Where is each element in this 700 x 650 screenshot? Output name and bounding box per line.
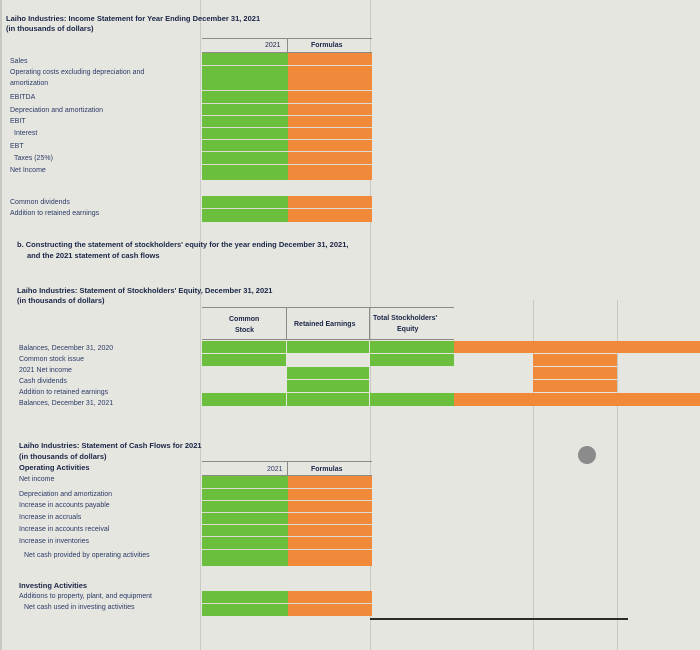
income-row-sales: Sales (10, 58, 28, 65)
income-row-opcosts: Operating costs excluding depreciation a… (10, 69, 145, 76)
equity-col-total: Total Stockholders' (373, 315, 438, 322)
income-formula-column[interactable] (288, 53, 372, 180)
equity-retained-balance-2021[interactable] (287, 393, 369, 406)
cf-row-accounts-receivable: Increase in accounts receival (19, 526, 110, 533)
income-col-2021: 2021 (265, 42, 281, 49)
equity-row-2021-extension[interactable] (454, 393, 700, 406)
income-row-ebitda: EBITDA (10, 94, 36, 101)
cf-row-additions-ppe: Additions to property, plant, and equipm… (19, 593, 152, 600)
equity-row-cash-dividends: Cash dividends (19, 378, 67, 385)
income-row-taxes: Taxes (25%) (14, 155, 53, 162)
equity-common-balance-2020[interactable] (202, 341, 286, 353)
equity-row-balances-2021: Balances, December 31, 2021 (19, 400, 114, 407)
equity-col-equity: Equity (397, 326, 419, 333)
cashflow-title: Laiho Industries: Statement of Cash Flow… (19, 441, 202, 450)
circle-icon[interactable] (578, 446, 596, 464)
income-row-interest: Interest (14, 130, 38, 137)
section-b-line1: b. Constructing the statement of stockho… (17, 240, 349, 249)
equity-col-common: Common (229, 316, 260, 323)
cashflow-operating-input-column[interactable] (202, 476, 288, 566)
income-row-common-dividends: Common dividends (10, 199, 70, 206)
equity-total-stock-issue[interactable] (370, 354, 454, 366)
equity-row-stock-issue: Common stock issue (19, 356, 84, 363)
equity-col-retained: Retained Earnings (294, 321, 356, 328)
dividends-formula-cells[interactable] (288, 196, 372, 222)
cf-row-net-cash-investing: Net cash used in investing activities (24, 604, 135, 611)
cf-row-depreciation: Depreciation and amortization (19, 491, 112, 498)
investing-activities-header: Investing Activities (19, 581, 88, 590)
equity-row-addition-retained: Addition to retained earnings (19, 389, 109, 396)
income-col-formulas: Formulas (311, 42, 343, 49)
cf-row-net-cash-operating: Net cash provided by operating activitie… (24, 552, 150, 559)
equity-total-balance-2021[interactable] (370, 393, 454, 406)
equity-retained-net-income[interactable] (287, 367, 369, 379)
income-row-ebit: EBIT (10, 118, 26, 125)
equity-retained-balance-2020[interactable] (287, 341, 369, 353)
cashflow-operating-formula-column[interactable] (288, 476, 372, 566)
income-row-amortization: amortization (10, 80, 49, 87)
equity-row-net-income: 2021 Net income (19, 367, 72, 374)
cashflow-subtitle: (in thousands of dollars) (19, 452, 107, 461)
income-statement-title: Laiho Industries: Income Statement for Y… (6, 14, 261, 23)
income-row-ebt: EBT (10, 143, 24, 150)
section-b-line2: and the 2021 statement of cash flows (27, 251, 160, 260)
equity-row-2020-extension[interactable] (454, 341, 700, 353)
cf-row-net-income: Net income (19, 476, 55, 483)
equity-common-balance-2021[interactable] (202, 393, 286, 406)
cashflow-col-2021: 2021 (267, 466, 283, 473)
equity-title: Laiho Industries: Statement of Stockhold… (17, 286, 273, 295)
income-row-depreciation: Depreciation and amortization (10, 107, 103, 114)
dividends-input-cells[interactable] (202, 196, 288, 222)
equity-subtitle: (in thousands of dollars) (17, 296, 105, 305)
cashflow-col-formulas: Formulas (311, 466, 343, 473)
equity-col-stock: Stock (235, 327, 255, 334)
equity-retained-dividends[interactable] (287, 380, 369, 392)
equity-row-balances-2020: Balances, December 31, 2020 (19, 345, 114, 352)
bottom-rule (370, 618, 628, 620)
income-row-addition-retained: Addition to retained earnings (10, 210, 100, 217)
income-row-net-income: Net Income (10, 167, 46, 174)
equity-formula-net-income[interactable] (533, 367, 617, 379)
equity-total-balance-2020[interactable] (370, 341, 454, 353)
cf-row-inventories: Increase in inventories (19, 538, 90, 545)
operating-activities-header: Operating Activities (19, 463, 90, 472)
cf-row-accruals: Increase in accruals (19, 514, 82, 521)
cf-row-accounts-payable: Increase in accounts payable (19, 502, 110, 509)
income-statement-subtitle: (in thousands of dollars) (6, 24, 94, 33)
equity-common-stock-issue[interactable] (202, 354, 286, 366)
equity-formula-stock-issue[interactable] (533, 354, 617, 366)
equity-formula-dividends[interactable] (533, 380, 617, 392)
income-input-column[interactable] (202, 53, 288, 180)
